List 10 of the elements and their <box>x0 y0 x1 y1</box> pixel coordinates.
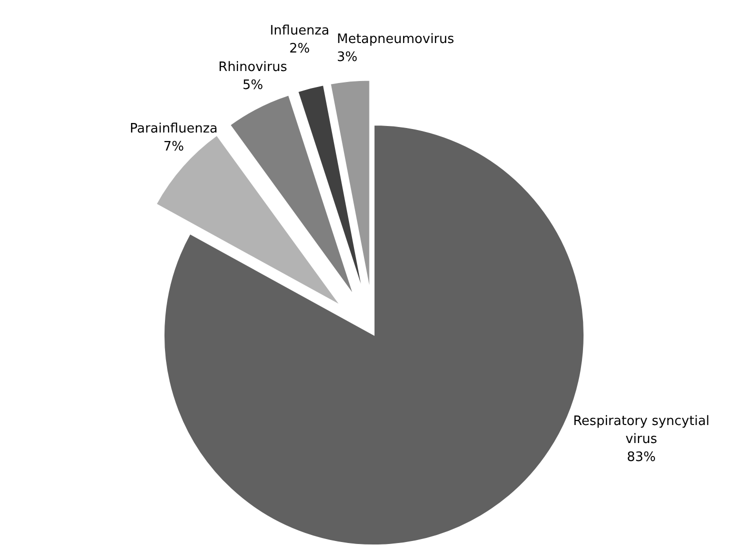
slice-label: Rhinovirus <box>218 60 288 76</box>
slice-label: Influenza <box>270 23 330 38</box>
data-label: 2% <box>289 41 310 56</box>
data-label: 5% <box>242 78 264 94</box>
slice-label: Respiratory syncytial virus <box>573 414 710 447</box>
slice-label: Parainfluenza <box>130 121 218 136</box>
data-label: 83% <box>626 450 656 465</box>
data-label: 3% <box>336 50 358 66</box>
slice-label: Metapneumovirus <box>336 32 454 48</box>
data-label: 7% <box>163 139 184 154</box>
